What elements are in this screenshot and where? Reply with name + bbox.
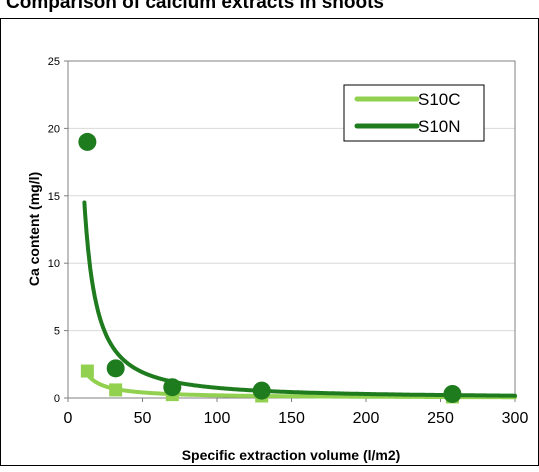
- point-s10n: [78, 132, 97, 151]
- chart-title: Comparison of calcium extracts in shoots: [6, 0, 384, 13]
- y-tick-label: 20: [48, 123, 60, 135]
- chart-frame: 0 5 10 15 20 25 0 50 100 150 200 250 300 Specific ex…: [0, 18, 539, 467]
- grid-layer: [68, 127, 515, 332]
- point-s10n: [252, 381, 271, 400]
- y-tick-label: 15: [48, 191, 60, 203]
- x-axis-label: Specific extraction volume (l/m2): [182, 447, 401, 463]
- legend-label-s10n: S10N: [418, 117, 461, 136]
- point-s10n: [163, 378, 182, 397]
- x-tick-label: 0: [64, 410, 73, 427]
- y-axis-label: Ca content (mg/l): [26, 172, 42, 286]
- x-tick-label: 50: [134, 410, 152, 427]
- y-tick-label: 25: [48, 56, 60, 68]
- y-tick-label: 0: [54, 393, 60, 405]
- x-tick-label: 200: [353, 410, 380, 427]
- series-layer: [78, 132, 517, 404]
- trendline-s10n: [82, 200, 517, 398]
- legend-box: [343, 84, 485, 142]
- y-tick-label: 10: [48, 258, 60, 270]
- point-s10c: [109, 383, 123, 397]
- point-s10n: [106, 359, 125, 378]
- y-tick-label: 5: [54, 326, 60, 338]
- x-tick-label: 250: [427, 410, 454, 427]
- legend: S10C S10N: [343, 84, 485, 142]
- x-tick-label: 300: [502, 410, 529, 427]
- legend-label-s10c: S10C: [418, 90, 461, 109]
- x-tick-label: 150: [278, 410, 305, 427]
- point-s10n: [443, 384, 462, 403]
- point-s10c: [80, 364, 94, 378]
- x-tick-label: 100: [204, 410, 231, 427]
